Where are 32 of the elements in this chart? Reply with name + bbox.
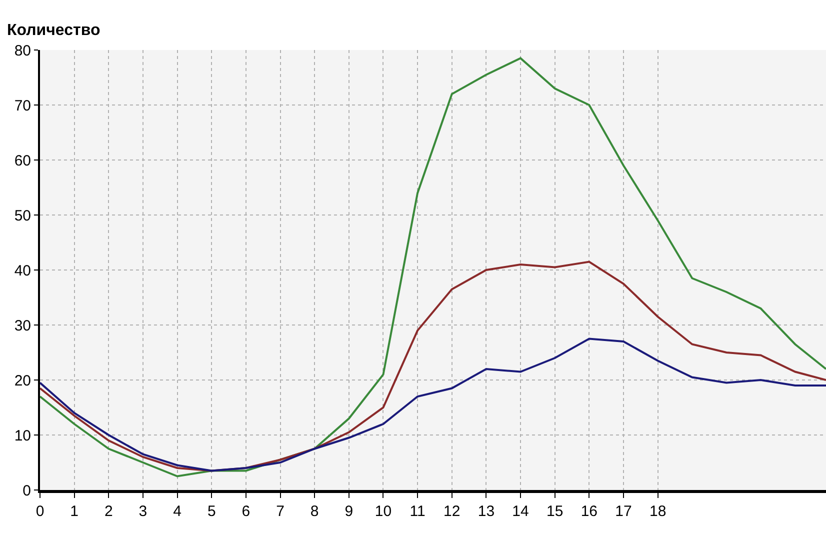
x-tick-label: 9 — [344, 503, 354, 520]
y-axis-title: Количество — [7, 22, 100, 39]
y-tick-label: 70 — [14, 97, 31, 114]
x-tick-label: 16 — [580, 503, 598, 520]
x-tick-label: 17 — [615, 503, 632, 520]
x-tick-label: 11 — [410, 503, 426, 520]
x-tick-label: 2 — [104, 503, 113, 520]
x-tick-label: 10 — [374, 503, 392, 520]
y-tick-label: 40 — [14, 262, 31, 280]
x-tick-label: 4 — [173, 503, 182, 520]
x-tick-label: 0 — [36, 503, 44, 520]
y-tick-label: 20 — [14, 372, 31, 390]
y-tick-label: 60 — [14, 152, 31, 170]
y-tick-label: 10 — [14, 427, 31, 444]
line-series — [40, 57, 826, 478]
x-tick-label: 8 — [310, 503, 319, 520]
y-tick-label: 30 — [14, 317, 31, 334]
y-tick-label: 50 — [14, 207, 31, 224]
x-tick-label: 3 — [138, 503, 148, 520]
x-tick-label: 15 — [546, 503, 564, 520]
x-tick-label: 5 — [207, 503, 216, 520]
x-tick-label: 12 — [444, 503, 460, 520]
x-tick-label: 1 — [70, 503, 78, 520]
x-tick-label: 7 — [276, 503, 284, 520]
x-tick-label: 14 — [512, 503, 529, 520]
x-tick-label: 18 — [649, 503, 666, 520]
x-tick-label: 6 — [242, 503, 250, 520]
y-tick-label: 80 — [14, 42, 31, 60]
x-tick-label: 13 — [478, 503, 495, 520]
y-tick-label: 0 — [22, 482, 31, 500]
line-series — [40, 260, 826, 472]
line-series — [40, 338, 826, 472]
